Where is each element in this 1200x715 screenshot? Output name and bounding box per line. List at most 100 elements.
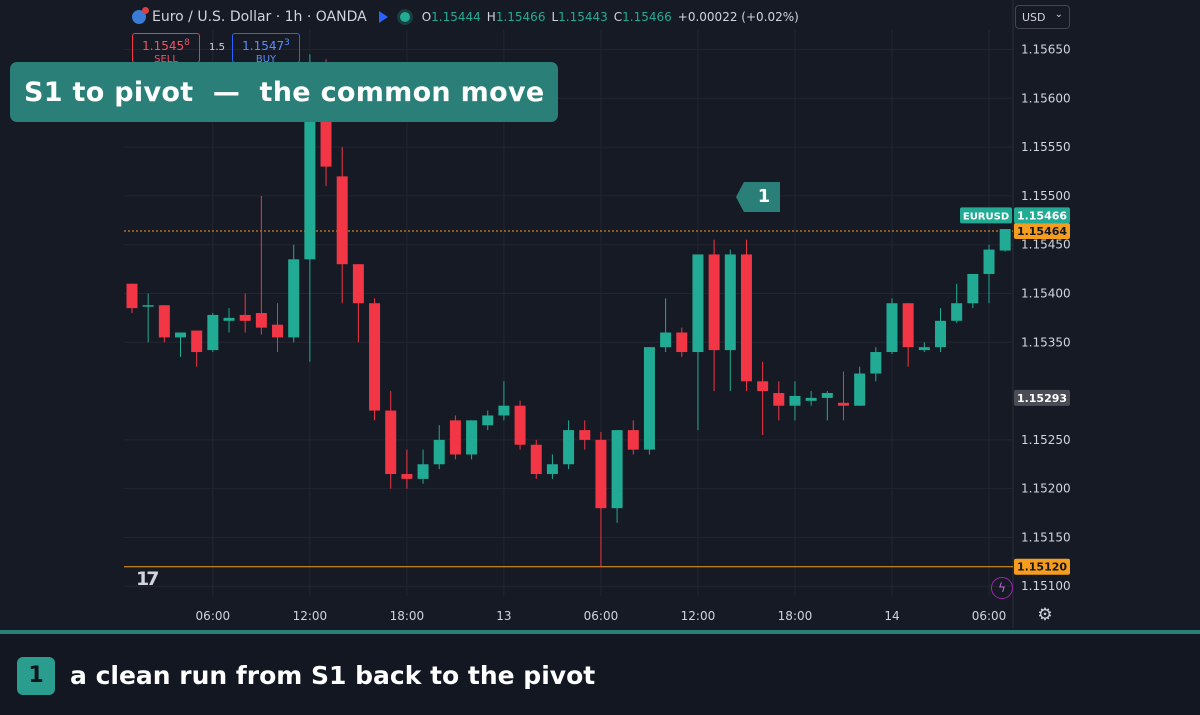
y-tick-label: 1.15400 — [1021, 286, 1071, 300]
candle — [595, 432, 607, 567]
x-tick-label: 12:00 — [293, 609, 328, 623]
y-tick-label: 1.15100 — [1021, 579, 1071, 593]
candle-body — [352, 264, 364, 304]
banner-text: S1 to pivot — the common move — [24, 76, 545, 108]
candle-body — [692, 254, 704, 353]
candle — [466, 420, 478, 460]
candle-body — [837, 402, 849, 406]
sell-price: 1.1545 — [142, 39, 185, 53]
candle — [579, 420, 591, 450]
flag-icon[interactable] — [378, 11, 388, 23]
candle-body — [239, 314, 251, 321]
candle — [757, 361, 769, 435]
candle-body — [482, 415, 494, 426]
candle — [482, 410, 494, 431]
candle-body — [223, 317, 235, 321]
candle — [352, 264, 364, 343]
x-tick-label: 14 — [884, 609, 899, 623]
buy-price-pip: 3 — [284, 38, 290, 48]
symbol-title[interactable]: Euro / U.S. Dollar · 1h · OANDA — [152, 9, 367, 25]
candle-body — [773, 393, 785, 406]
candle — [191, 330, 203, 367]
candle — [401, 449, 413, 489]
candle-body — [611, 430, 623, 509]
candle — [918, 342, 930, 353]
candle — [805, 391, 817, 406]
x-tick-label: 06:00 — [972, 609, 1007, 623]
annotation-marker[interactable]: 1 — [736, 182, 780, 212]
candle-body — [708, 254, 720, 351]
candle — [158, 305, 170, 343]
caption-text: a clean run from S1 back to the pivot — [70, 661, 596, 690]
candle-body — [288, 259, 300, 338]
candle — [611, 430, 623, 523]
candle — [530, 439, 542, 479]
symbol-tag — [960, 207, 1012, 224]
candle-body — [660, 332, 672, 348]
candle-body — [175, 332, 187, 338]
candles — [126, 54, 1011, 567]
y-tick-label: 1.15550 — [1021, 140, 1071, 154]
candle-body — [142, 305, 154, 307]
candle-body — [870, 352, 882, 374]
candle-body — [466, 420, 478, 455]
buy-button[interactable]: 1.15473 BUY — [232, 33, 300, 65]
candle-body — [563, 430, 575, 465]
candle-body — [805, 397, 817, 401]
candle-body — [272, 324, 284, 338]
price-level-tag — [1014, 558, 1070, 575]
candle — [449, 415, 461, 460]
marker-number: 1 — [757, 186, 771, 207]
ohlc-low: L1.15443 — [551, 10, 608, 24]
candle-body — [886, 303, 898, 353]
currency-select[interactable]: USD ⌄ — [1015, 5, 1070, 29]
candle-body — [740, 254, 752, 382]
candle — [773, 381, 785, 421]
candle — [870, 347, 882, 382]
candle-body — [304, 98, 316, 260]
x-tick-label: 18:00 — [778, 609, 813, 623]
candle — [837, 371, 849, 421]
candle-body — [935, 320, 946, 348]
candle-body — [999, 229, 1011, 251]
candle-body — [951, 303, 963, 321]
candle — [385, 391, 397, 489]
candle-body — [514, 405, 526, 445]
tradingview-logo-icon[interactable]: 17 — [136, 568, 160, 590]
y-tick-label: 1.15350 — [1021, 335, 1071, 349]
candle-body — [643, 347, 655, 450]
candle-body — [595, 439, 607, 509]
candle-body — [546, 464, 558, 475]
sell-label: SELL — [154, 54, 178, 65]
gear-icon[interactable]: ⚙ — [1037, 605, 1053, 625]
candle — [692, 254, 704, 431]
y-tick-label: 1.15600 — [1021, 91, 1071, 105]
candle-body — [385, 410, 397, 475]
sell-price-pip: 8 — [184, 38, 190, 48]
candle — [288, 244, 300, 343]
currency-value: USD — [1022, 11, 1046, 24]
candle-body — [579, 430, 591, 440]
y-tick-label: 1.15200 — [1021, 482, 1071, 496]
marker-shape — [736, 182, 780, 212]
candle — [902, 303, 914, 367]
y-tick-label: 1.15150 — [1021, 530, 1071, 544]
candle-body — [967, 273, 979, 304]
candle — [708, 239, 720, 392]
candle — [142, 293, 154, 343]
y-tick-label: 1.15450 — [1021, 238, 1071, 252]
candle — [433, 425, 445, 470]
candle — [563, 420, 575, 470]
market-open-icon — [399, 12, 410, 22]
candle-body — [789, 395, 801, 406]
lightning-icon[interactable]: ϟ — [991, 577, 1013, 599]
symbol-header[interactable]: Euro / U.S. Dollar · 1h · OANDA O1.15444… — [132, 6, 805, 28]
ohlc-high: H1.15466 — [486, 10, 546, 24]
candle-body — [983, 249, 995, 274]
price-level-label: 1.15120 — [1017, 561, 1067, 574]
sell-button[interactable]: 1.15458 SELL — [132, 33, 200, 65]
price-tag-label: 1.15466 — [1017, 209, 1067, 222]
candle-body — [433, 439, 445, 465]
candle — [983, 244, 995, 304]
x-tick-label: 06:00 — [196, 609, 231, 623]
